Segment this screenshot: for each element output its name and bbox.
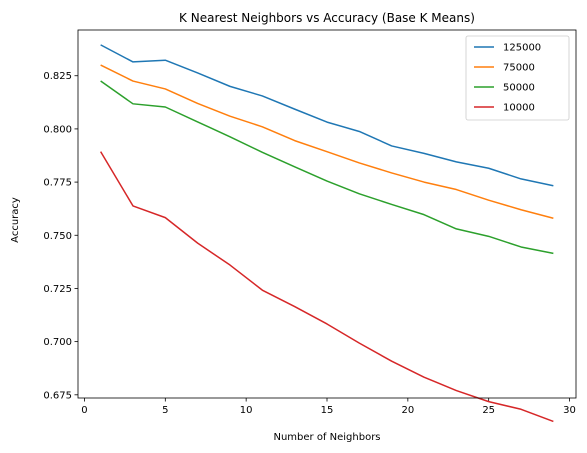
y-tick-label: 0.700 bbox=[43, 337, 72, 348]
y-ticks: 0.675 0.700 0.725 0.750 0.775 0.800 0.825 bbox=[43, 71, 78, 401]
series-line-10000 bbox=[99, 151, 554, 423]
x-ticks: 0 5 10 15 20 25 30 bbox=[81, 398, 576, 416]
x-tick-label: 0 bbox=[81, 405, 87, 416]
plot-frame bbox=[77, 29, 577, 399]
y-tick-label: 0.675 bbox=[43, 390, 72, 401]
series-line-125000 bbox=[100, 44, 554, 187]
y-tick-label: 0.725 bbox=[43, 284, 72, 295]
y-tick-label: 0.750 bbox=[43, 231, 72, 242]
legend-entry: 10000 bbox=[503, 103, 535, 114]
x-tick-label: 15 bbox=[321, 405, 334, 416]
legend-entry: 75000 bbox=[503, 63, 535, 74]
legend-entry: 50000 bbox=[503, 83, 535, 94]
legend-box bbox=[465, 35, 570, 121]
y-tick-label: 0.825 bbox=[43, 71, 72, 82]
legend-entry: 125000 bbox=[503, 43, 541, 54]
x-tick-label: 10 bbox=[240, 405, 253, 416]
y-tick-label: 0.800 bbox=[43, 124, 72, 135]
y-tick-label: 0.775 bbox=[43, 178, 72, 189]
series-line-75000 bbox=[100, 64, 554, 219]
x-tick-label: 25 bbox=[482, 405, 495, 416]
x-tick-label: 5 bbox=[162, 405, 168, 416]
x-tick-label: 30 bbox=[563, 405, 576, 416]
series-line-50000 bbox=[100, 80, 554, 255]
x-axis-label: Number of Neighbors bbox=[273, 432, 380, 443]
x-tick-label: 20 bbox=[401, 405, 414, 416]
legend: 125000 75000 50000 10000 bbox=[465, 35, 570, 121]
chart-title: K Nearest Neighbors vs Accuracy (Base K … bbox=[179, 11, 475, 25]
y-axis-label: Accuracy bbox=[10, 197, 21, 243]
